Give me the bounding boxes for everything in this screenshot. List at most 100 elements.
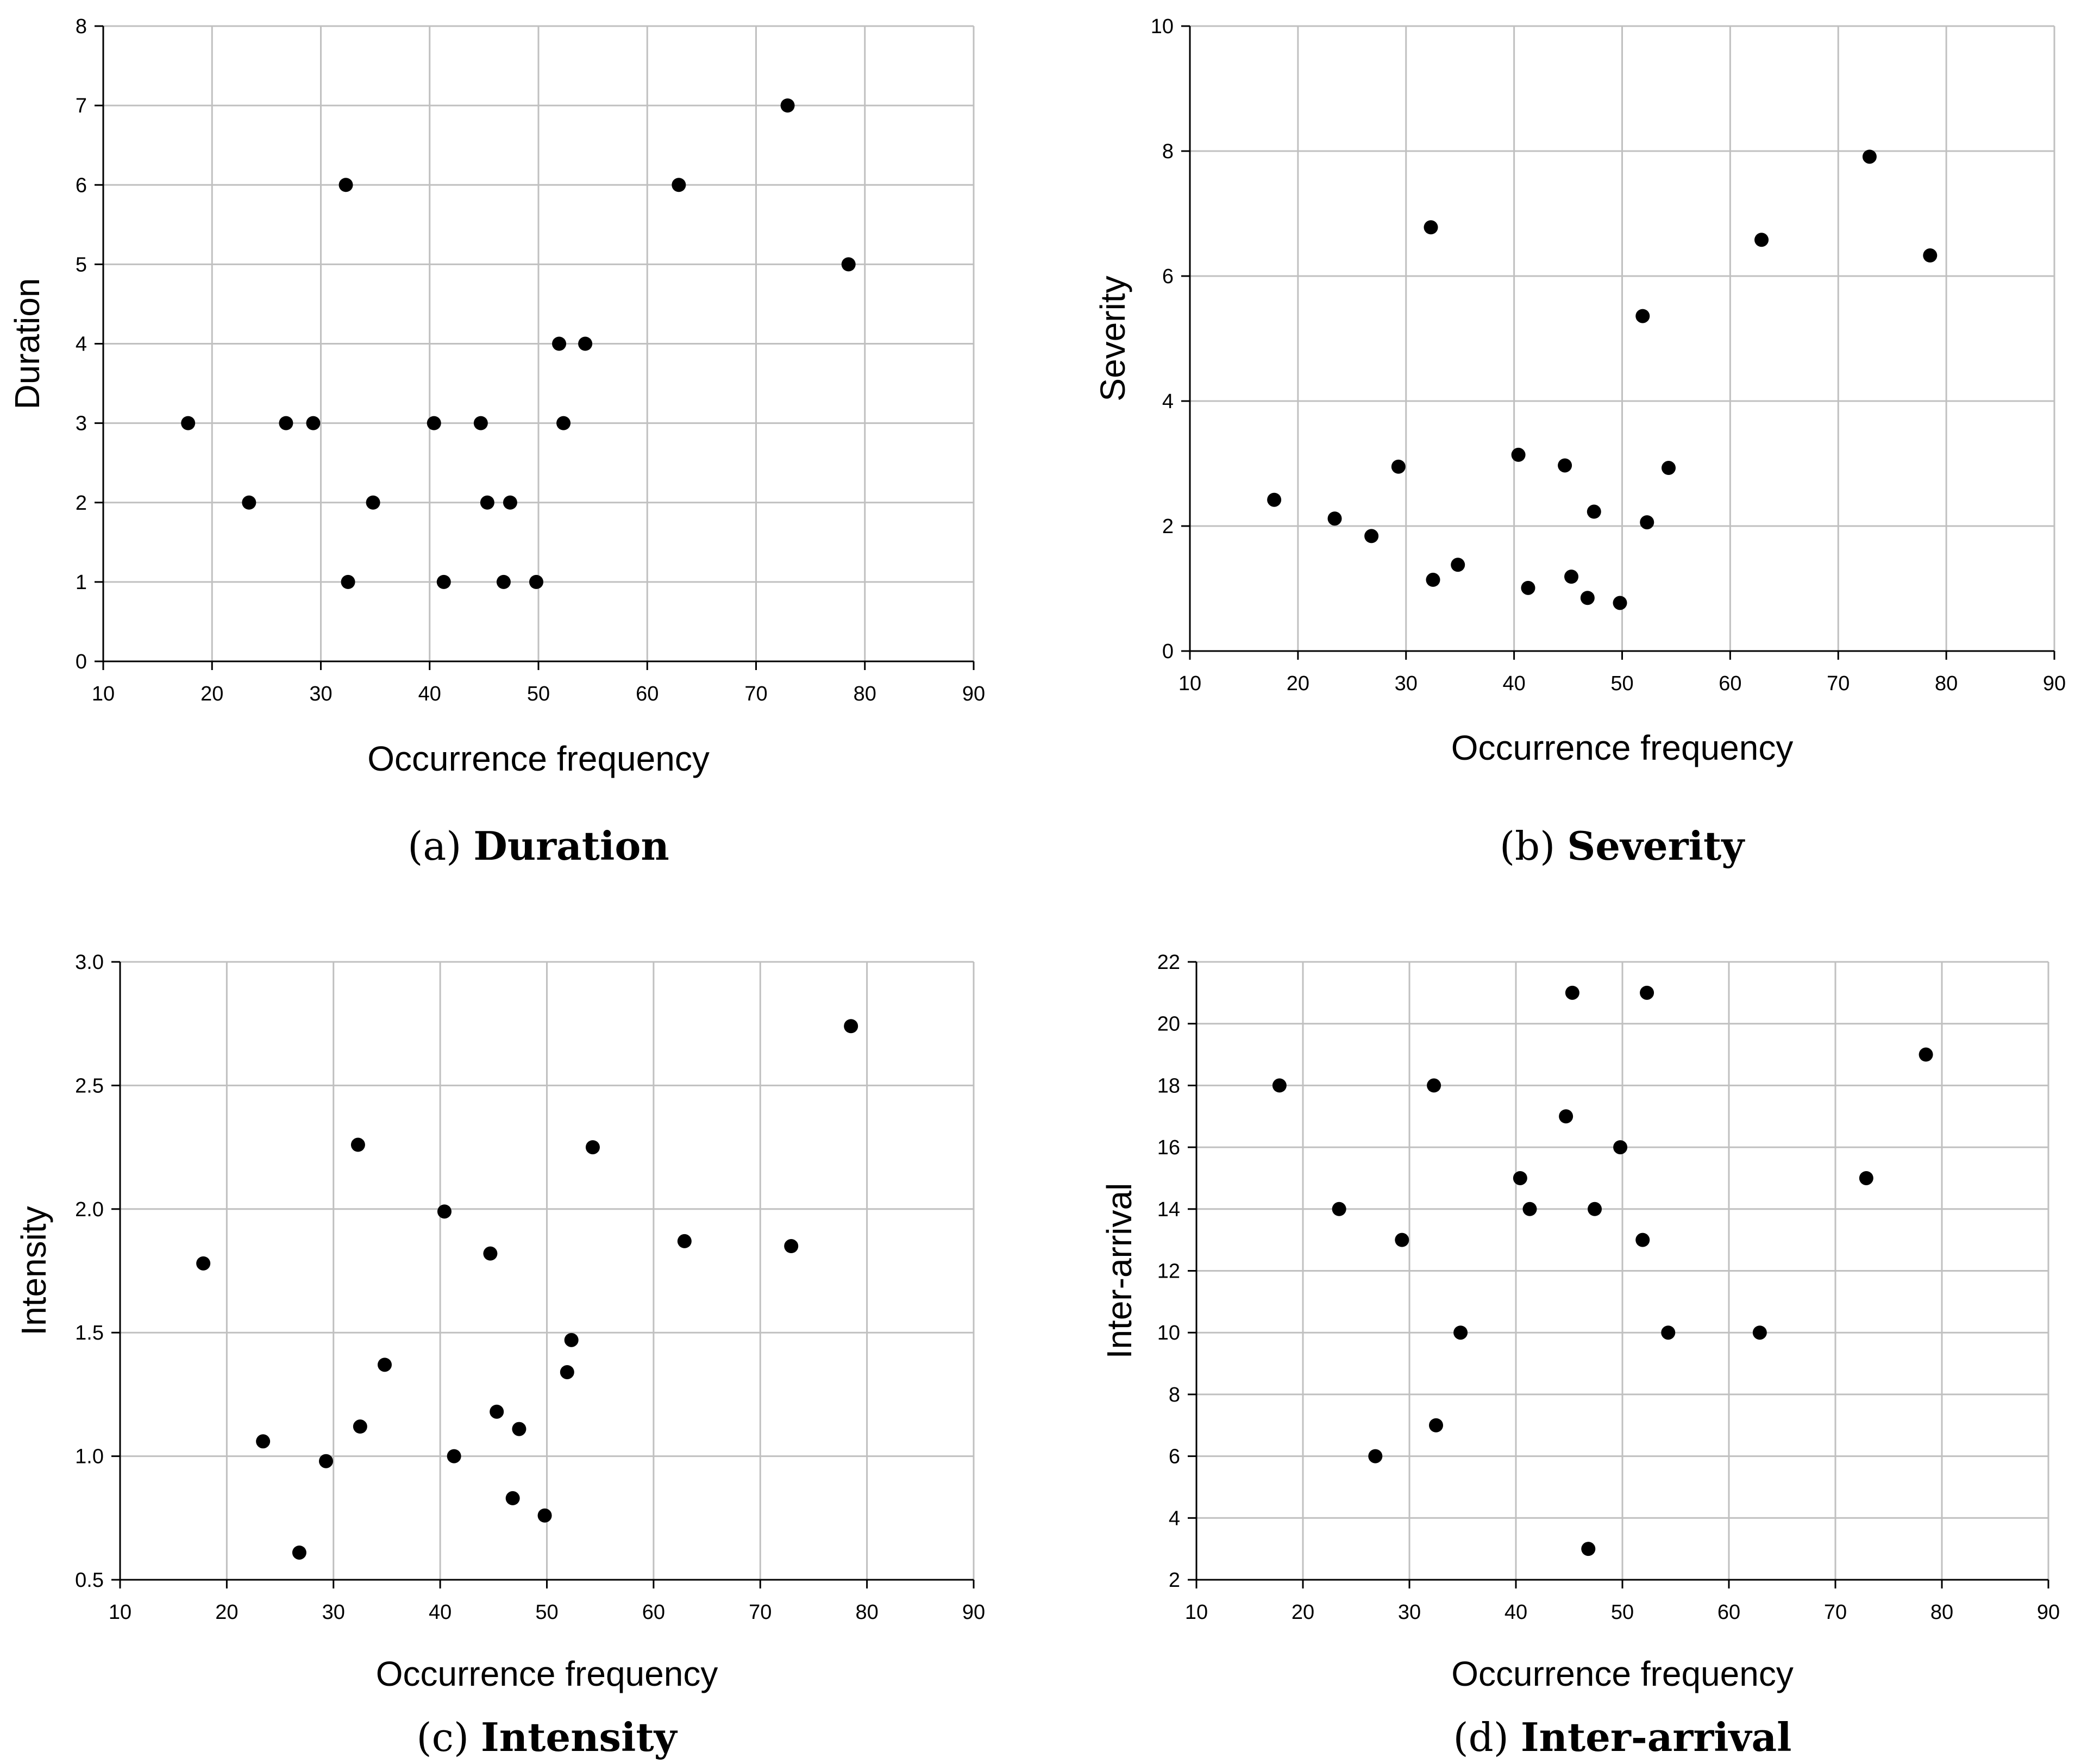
x-tick-label: 80 bbox=[855, 1601, 878, 1624]
data-point bbox=[844, 1019, 858, 1034]
data-point bbox=[780, 98, 795, 113]
data-point bbox=[480, 495, 494, 510]
data-point bbox=[436, 574, 451, 589]
x-tick-label: 50 bbox=[535, 1601, 558, 1624]
data-point bbox=[496, 574, 511, 589]
data-point bbox=[196, 1256, 211, 1271]
data-point bbox=[427, 416, 441, 430]
x-tick-label: 50 bbox=[1611, 1601, 1634, 1624]
x-axis-title: Occurrence frequency bbox=[376, 1654, 718, 1693]
data-point bbox=[242, 495, 256, 510]
data-point bbox=[1513, 1171, 1527, 1185]
x-tick-label: 10 bbox=[1185, 1601, 1208, 1624]
x-tick-label: 90 bbox=[962, 683, 985, 705]
x-tick-label: 90 bbox=[962, 1601, 985, 1624]
data-point bbox=[1919, 1047, 1933, 1062]
chart-caption: (d) Inter-arrival bbox=[1453, 1714, 1792, 1760]
data-point bbox=[483, 1246, 498, 1261]
data-point bbox=[1327, 511, 1342, 526]
x-tick-label: 70 bbox=[749, 1601, 772, 1624]
y-tick-label: 0 bbox=[76, 650, 87, 673]
data-point bbox=[1511, 447, 1526, 462]
y-tick-label: 4 bbox=[1169, 1507, 1180, 1530]
data-point bbox=[1267, 492, 1282, 507]
x-tick-label: 60 bbox=[642, 1601, 665, 1624]
x-tick-label: 80 bbox=[1935, 672, 1958, 695]
data-point bbox=[338, 178, 353, 192]
x-tick-label: 80 bbox=[854, 683, 876, 705]
x-tick-label: 40 bbox=[429, 1601, 452, 1624]
y-tick-label: 5 bbox=[76, 253, 87, 276]
caption-title: Intensity bbox=[481, 1714, 678, 1760]
data-point bbox=[1613, 1140, 1628, 1155]
y-tick-label: 14 bbox=[1157, 1198, 1180, 1221]
data-point bbox=[1558, 458, 1572, 473]
y-tick-label: 1.0 bbox=[75, 1446, 104, 1468]
data-point bbox=[1521, 580, 1535, 595]
y-tick-label: 10 bbox=[1151, 15, 1174, 38]
data-point bbox=[1859, 1171, 1873, 1185]
x-tick-label: 60 bbox=[636, 683, 659, 705]
data-point bbox=[1391, 459, 1406, 474]
y-tick-label: 6 bbox=[1162, 265, 1174, 288]
data-point bbox=[1426, 572, 1440, 587]
data-point bbox=[1272, 1078, 1287, 1093]
caption-label: (b) bbox=[1500, 823, 1555, 869]
y-tick-label: 1 bbox=[76, 571, 87, 594]
data-point bbox=[677, 1234, 692, 1248]
y-tick-label: 3.0 bbox=[75, 951, 104, 974]
chart-panel-1: 10 20 30 40 50 60 70 80 90 0 1 2 3 4 5 6 7 8 Occurrence fr… bbox=[8, 15, 985, 869]
x-tick-label: 10 bbox=[92, 683, 115, 705]
y-tick-label: 4 bbox=[1162, 390, 1174, 413]
data-point bbox=[353, 1419, 367, 1434]
x-tick-label: 50 bbox=[1610, 672, 1633, 695]
data-point bbox=[556, 416, 571, 430]
y-tick-label: 7 bbox=[76, 95, 87, 117]
data-point bbox=[1427, 1078, 1441, 1093]
data-point bbox=[512, 1422, 526, 1436]
data-point bbox=[1640, 515, 1654, 530]
y-tick-label: 2.5 bbox=[75, 1074, 104, 1097]
data-point bbox=[564, 1333, 579, 1347]
data-point bbox=[505, 1491, 520, 1505]
x-tick-label: 30 bbox=[1398, 1601, 1421, 1624]
data-point bbox=[473, 416, 488, 430]
data-point bbox=[1564, 570, 1579, 584]
y-tick-label: 0 bbox=[1162, 640, 1174, 663]
y-tick-label: 6 bbox=[1169, 1446, 1180, 1468]
y-axis-title: Inter-arrival bbox=[1100, 1183, 1139, 1359]
data-point bbox=[490, 1404, 504, 1419]
x-tick-label: 60 bbox=[1717, 1601, 1740, 1624]
caption-label: (c) bbox=[417, 1715, 469, 1760]
chart-panel-4: 10 20 30 40 50 60 70 80 90 2 4 6 8 10 12 14 16 18 20 22 Occu… bbox=[1100, 951, 2060, 1760]
y-tick-label: 10 bbox=[1157, 1322, 1180, 1344]
x-tick-label: 40 bbox=[418, 683, 441, 705]
chart-caption: (c) Intensity bbox=[417, 1714, 678, 1760]
x-tick-label: 70 bbox=[744, 683, 767, 705]
data-point bbox=[256, 1434, 271, 1449]
data-point bbox=[1580, 591, 1595, 605]
data-point bbox=[1752, 1325, 1767, 1340]
y-axis-title: Duration bbox=[8, 278, 47, 410]
x-tick-label: 40 bbox=[1502, 672, 1525, 695]
x-tick-label: 90 bbox=[2037, 1601, 2060, 1624]
data-point bbox=[279, 416, 293, 430]
data-point bbox=[350, 1137, 365, 1152]
y-tick-label: 16 bbox=[1157, 1136, 1180, 1159]
x-tick-label: 70 bbox=[1827, 672, 1850, 695]
x-tick-label: 20 bbox=[215, 1601, 238, 1624]
data-point bbox=[1453, 1325, 1468, 1340]
data-point bbox=[1662, 461, 1676, 476]
data-point bbox=[1559, 1109, 1574, 1124]
data-point bbox=[292, 1545, 306, 1560]
data-point bbox=[437, 1204, 452, 1219]
x-tick-label: 80 bbox=[1930, 1601, 1953, 1624]
data-point bbox=[537, 1508, 552, 1523]
x-axis-title: Occurrence frequency bbox=[1451, 1654, 1794, 1693]
caption-label: (a) bbox=[408, 823, 461, 869]
data-point bbox=[1451, 558, 1465, 572]
data-point bbox=[366, 495, 380, 510]
data-point bbox=[1395, 1233, 1409, 1247]
